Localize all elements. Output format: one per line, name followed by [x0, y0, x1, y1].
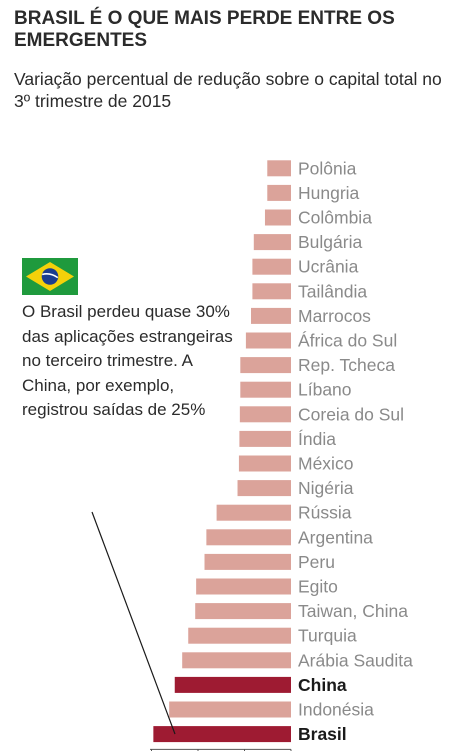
bar-arabia-saudita: [182, 652, 291, 669]
bar-tailandia: [252, 283, 291, 300]
bar-polonia: [267, 160, 291, 177]
category-label-hungria: Hungria: [298, 183, 360, 203]
bar-egito: [196, 578, 291, 595]
category-label-brasil: Brasil: [298, 724, 347, 744]
bar-russia: [216, 504, 291, 521]
bar-libano: [240, 381, 291, 398]
bar-coreia-do-sul: [239, 406, 291, 423]
bar-peru: [204, 553, 291, 570]
brazil-flag-icon: [22, 258, 78, 295]
category-label-colombia: Colômbia: [298, 208, 372, 228]
bar-turquia: [188, 627, 291, 644]
bar-africa-do-sul: [245, 332, 291, 349]
bar-brasil: [153, 726, 291, 743]
chart-title: BRASIL É O QUE MAIS PERDE ENTRE OS EMERG…: [14, 8, 395, 51]
category-label-coreia-do-sul: Coreia do Sul: [298, 404, 404, 424]
category-label-peru: Peru: [298, 552, 335, 572]
category-label-nigeria: Nigéria: [298, 478, 354, 498]
bar-china: [174, 676, 291, 693]
category-label-india: Índia: [298, 429, 336, 449]
category-label-polonia: Polônia: [298, 158, 357, 178]
category-label-libano: Líbano: [298, 380, 352, 400]
category-label-taiwan-china: Taiwan, China: [298, 601, 408, 621]
category-label-ucrania: Ucrânia: [298, 257, 359, 277]
bar-bulgaria: [253, 234, 291, 251]
category-label-bulgaria: Bulgária: [298, 232, 362, 252]
bar-marrocos: [251, 307, 291, 324]
category-label-russia: Rússia: [298, 503, 352, 523]
bar-mexico: [238, 455, 291, 472]
bar-india: [239, 430, 291, 447]
category-label-indonesia: Indonésia: [298, 700, 374, 720]
bar-rep-tcheca: [240, 357, 291, 374]
category-label-turquia: Turquia: [298, 626, 357, 646]
category-label-mexico: México: [298, 454, 353, 474]
annotation-leader-line: [91, 511, 176, 735]
category-label-china: China: [298, 675, 347, 695]
category-label-marrocos: Marrocos: [298, 306, 371, 326]
category-label-argentina: Argentina: [298, 527, 373, 547]
bar-ucrania: [252, 258, 291, 275]
bar-colombia: [264, 209, 291, 226]
bar-nigeria: [237, 480, 291, 497]
bar-hungria: [267, 184, 291, 201]
bar-indonesia: [169, 701, 291, 718]
chart-subtitle: Variação percentual de redução sobre o c…: [14, 69, 442, 111]
annotation-text: O Brasil perdeu quase 30% das aplicações…: [22, 302, 233, 419]
category-label-egito: Egito: [298, 577, 338, 597]
bar-argentina: [206, 529, 291, 546]
category-label-arabia-saudita: Arábia Saudita: [298, 650, 413, 670]
category-label-tailandia: Tailândia: [298, 281, 367, 301]
bar-taiwan-china: [195, 603, 291, 620]
category-label-rep-tcheca: Rep. Tcheca: [298, 355, 395, 375]
category-label-africa-do-sul: África do Sul: [298, 331, 397, 351]
